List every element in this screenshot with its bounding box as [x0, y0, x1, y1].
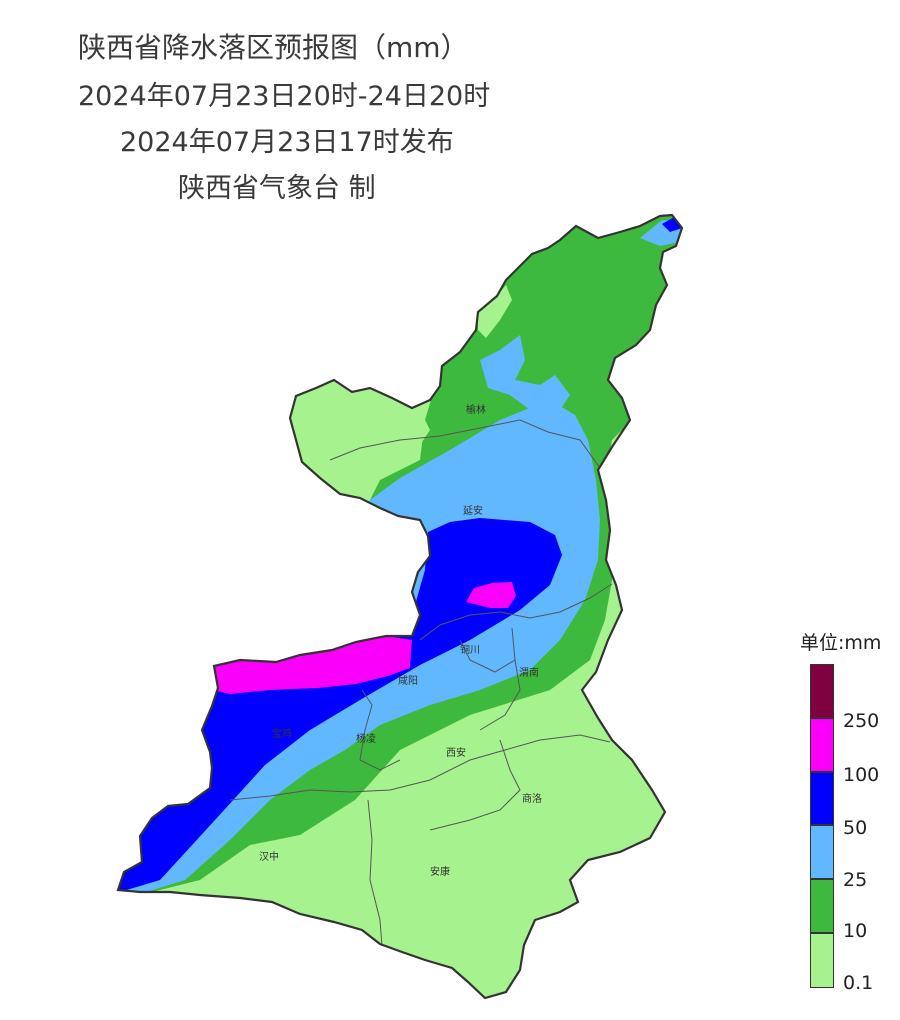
- city-label-baoji: 宝鸡: [272, 727, 292, 740]
- boundary-weinan-west: [479, 659, 521, 731]
- boundary-tongchuan: [459, 627, 516, 673]
- boundary-hanzhong-ankang: [367, 799, 383, 947]
- city-label-yangling: 杨凌: [356, 732, 376, 745]
- rain-zone-25-to-50mm-north-pocket: [480, 335, 570, 410]
- city-label-tongchuan: 铜川: [460, 644, 480, 656]
- legend-swatch-250-plus: [810, 664, 834, 718]
- legend-swatch-25-50: [810, 825, 834, 879]
- city-label-xianyang: 咸阳: [398, 675, 418, 687]
- legend-label-10: 10: [843, 920, 868, 942]
- title-line-4-issuer: 陕西省气象台 制: [178, 173, 376, 204]
- rain-zone-100-to-250mm-west: [212, 636, 412, 694]
- city-label-hanzhong: 汉中: [259, 850, 279, 863]
- legend-label-250: 250: [843, 710, 880, 732]
- rain-zone-50-to-100mm: [118, 518, 562, 895]
- title-line-3-issue-time: 2024年07月23日17时发布: [120, 127, 454, 158]
- boundary-qinling: [229, 734, 611, 801]
- city-label-xian: 西安: [446, 746, 466, 759]
- legend-swatch-0-1-10: [810, 933, 834, 988]
- rain-zone-0-1-to-10mm-northwest: [290, 378, 430, 500]
- legend-swatch-10-25: [810, 879, 834, 933]
- boundary-xianyang-baoji: [359, 689, 401, 771]
- boundary-xian-shangluo: [429, 739, 521, 831]
- city-label-weinan: 渭南: [519, 666, 539, 679]
- legend-label-0-1: 0.1: [843, 972, 874, 994]
- rainfall-legend: 单位:mm 250 100 50 25 10 0.1: [800, 628, 895, 998]
- city-label-shangluo: 商洛: [522, 792, 542, 805]
- rain-zone-0-1-to-10mm-north: [478, 285, 512, 338]
- legend-swatch-50-100: [810, 772, 834, 825]
- legend-label-100: 100: [843, 764, 880, 786]
- title-line-2-valid-period: 2024年07月23日20时-24日20时: [78, 81, 491, 112]
- city-boundaries: [229, 419, 613, 947]
- boundary-yulin-yanan: [329, 419, 601, 469]
- legend-swatch-100-250: [810, 718, 834, 772]
- legend-label-50: 50: [843, 817, 868, 839]
- city-label-yanan: 延安: [463, 504, 483, 517]
- legend-unit-title: 单位:mm: [800, 632, 882, 654]
- rain-zone-100-to-250mm-north: [466, 582, 516, 608]
- boundary-yanan-south: [419, 583, 613, 641]
- city-label-yulin: 榆林: [466, 403, 486, 416]
- title-line-1: 陕西省降水落区预报图（mm）: [78, 31, 469, 64]
- legend-label-25: 25: [843, 869, 868, 891]
- city-label-ankang: 安康: [430, 865, 450, 878]
